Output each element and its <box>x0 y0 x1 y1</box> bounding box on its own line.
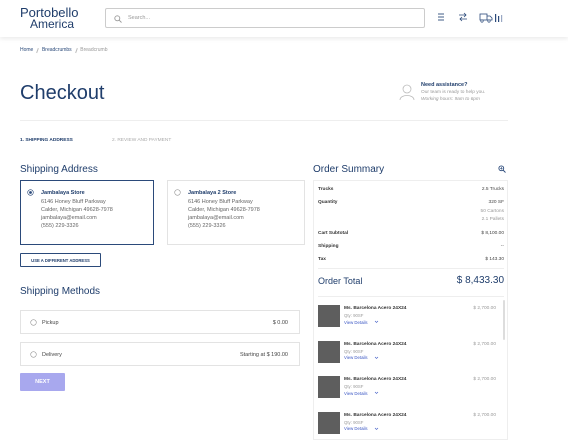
assistance-title: Need assistance? <box>421 82 468 88</box>
total-value: $ 8,433.30 <box>456 275 504 286</box>
item-qty: Qty: 90SF <box>344 384 364 389</box>
item-thumbnail[interactable] <box>318 376 340 398</box>
address-line: 6146 Honey Bluff Parkway <box>41 199 106 205</box>
summary-value: -- <box>500 244 504 249</box>
item-price: $ 2,700.00 <box>473 377 496 382</box>
address-name: Jambalaya 2 Store <box>188 190 237 196</box>
item-qty: Qty: 90SF <box>344 313 364 318</box>
section-heading: Order Summary <box>313 164 385 175</box>
section-heading: Shipping Methods <box>20 286 101 297</box>
chevron <box>374 356 379 359</box>
item-thumbnail[interactable] <box>318 305 340 327</box>
chevron <box>374 320 379 323</box>
divider <box>318 296 504 297</box>
assistance-line: Our team is ready to help you. <box>421 90 486 95</box>
total-label: Order Total <box>318 276 363 286</box>
radio[interactable] <box>30 351 37 358</box>
address-line: (555) 229-3326 <box>41 223 79 229</box>
step[interactable]: 2. REVIEW AND PAYMENT <box>112 138 172 143</box>
address-line: (555) 229-3326 <box>188 223 226 229</box>
search-icon <box>114 15 122 23</box>
address-line: Calder, Michigan 49628-7978 <box>41 207 113 213</box>
option-price: $ 0.00 <box>272 320 288 326</box>
next-button[interactable]: NEXT <box>20 373 65 391</box>
shipping-option[interactable]: Delivery Starting at $ 190.00 <box>20 342 300 366</box>
header-icons[interactable] <box>436 12 516 24</box>
summary-value: $ 8,100.00 <box>481 231 504 236</box>
different-address-button[interactable]: USE A DIFFERENT ADDRESS <box>20 253 101 267</box>
separator <box>74 47 78 53</box>
item-details[interactable]: View Details <box>344 355 368 360</box>
chevron <box>374 427 379 430</box>
divider <box>20 120 508 121</box>
summary-value: 320 SF <box>488 200 504 205</box>
summary-value: 50 Cartons <box>480 208 504 214</box>
option-label: Delivery <box>42 352 62 358</box>
shipping-option[interactable]: Pickup $ 0.00 <box>20 310 300 334</box>
address-card[interactable]: Jambalaya 2 Store 6146 Honey Bluff Parkwa… <box>167 180 305 245</box>
option-label: Pickup <box>42 320 59 326</box>
option-price: Starting at $ 190.00 <box>239 352 288 358</box>
item-details[interactable]: View Details <box>344 319 368 325</box>
logo-top[interactable]: Portobello <box>20 5 79 20</box>
item-name[interactable]: Ms. Barcelona Acero 24X24 <box>344 306 407 311</box>
page-title: Checkout <box>20 82 105 104</box>
zoom-icon[interactable] <box>498 165 506 173</box>
summary-label: Tax <box>318 257 326 262</box>
assistance-line: Working hours: 9am to 6pm <box>421 97 480 102</box>
item-qty: Qty: 90SF <box>344 419 364 425</box>
button-label: NEXT <box>35 379 50 385</box>
address-line: jambalaya@email.com <box>41 215 97 221</box>
item-details[interactable]: View Details <box>344 390 368 396</box>
item-price: $ 2,700.00 <box>473 306 496 311</box>
item-qty: Qty: 90SF <box>344 348 364 354</box>
summary-value: $ 143.30 <box>485 257 504 262</box>
address-line: jambalaya@email.com <box>188 215 244 221</box>
item-thumbnail[interactable] <box>318 340 340 363</box>
summary-label: Trucks <box>318 187 334 192</box>
summary-value: 2.1 Pallets <box>481 217 504 222</box>
item-price: $ 2,700.00 <box>473 412 496 418</box>
item-name[interactable]: Ms. Barcelona Acero 24X24 <box>344 377 407 382</box>
chevron <box>374 391 379 394</box>
separator <box>36 47 39 53</box>
step-active[interactable]: 1. SHIPPING ADDRESS <box>20 138 73 143</box>
search-placeholder: Search... <box>128 15 151 21</box>
divider <box>318 268 504 269</box>
breadcrumbs: Home Breadcrumbs Breadcrumb <box>20 47 108 53</box>
summary-label: Quantity <box>318 200 338 205</box>
section-heading: Shipping Address <box>20 164 98 175</box>
logo-bottom[interactable]: America <box>30 17 75 31</box>
item-name[interactable]: Ms. Barcelona Acero 24X24 <box>344 341 407 347</box>
breadcrumb[interactable]: Home <box>20 47 34 53</box>
item-price: $ 2,700.00 <box>473 341 496 347</box>
assistance-icon <box>399 84 415 101</box>
item-thumbnail[interactable] <box>318 411 340 434</box>
summary-value: 2.5 Trucks <box>481 187 504 192</box>
address-line: 6146 Honey Bluff Parkway <box>188 199 253 205</box>
address-name: Jambalaya Store <box>41 190 85 196</box>
header: Portobello America Search... <box>0 0 568 37</box>
radio[interactable] <box>174 189 181 196</box>
address-line: Calder, Michigan 49628-7978 <box>188 207 260 213</box>
address-card[interactable]: Jambalaya Store 6146 Honey Bluff Parkway C… <box>20 180 154 245</box>
item-name[interactable]: Ms. Barcelona Acero 24X24 <box>344 412 407 418</box>
radio[interactable] <box>30 319 37 326</box>
summary-label: Cart Subtotal <box>318 231 349 236</box>
scrollbar[interactable] <box>503 300 505 340</box>
summary-label: Shipping <box>318 244 339 249</box>
button-label: USE A DIFFERENT ADDRESS <box>31 258 90 263</box>
search-box[interactable]: Search... <box>105 8 425 28</box>
breadcrumb: Breadcrumb <box>80 47 108 53</box>
breadcrumb[interactable]: Breadcrumbs <box>41 47 72 53</box>
radio[interactable] <box>27 189 34 196</box>
